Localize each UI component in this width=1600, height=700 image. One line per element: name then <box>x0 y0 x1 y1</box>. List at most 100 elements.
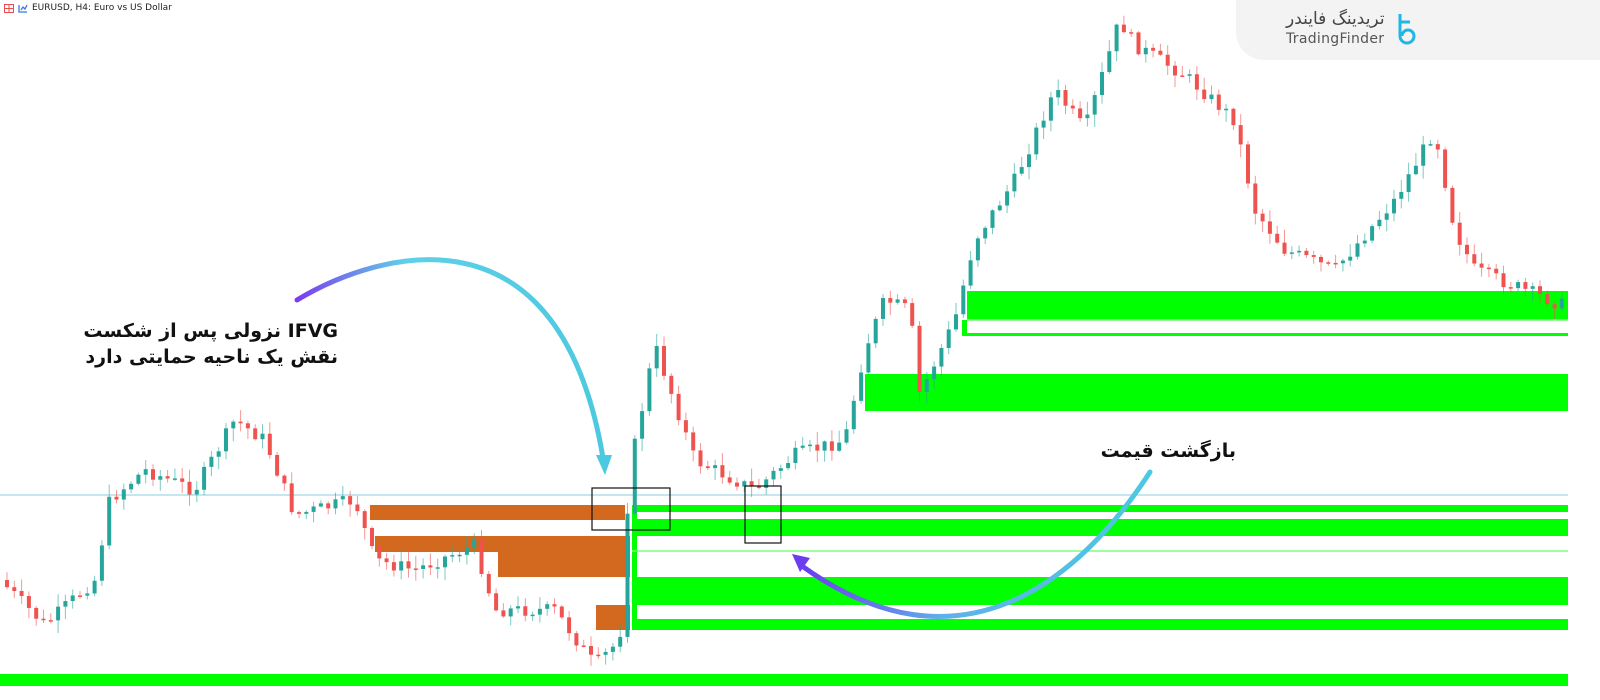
candle <box>1297 245 1302 257</box>
candle <box>917 321 922 403</box>
candle <box>705 460 710 471</box>
candle <box>859 364 864 404</box>
candle <box>114 490 119 504</box>
candle <box>881 293 885 326</box>
candle <box>968 251 973 289</box>
candle <box>1027 143 1031 180</box>
candle <box>1319 254 1323 272</box>
candle <box>1289 246 1294 260</box>
candle <box>56 594 61 633</box>
bearish-fvg-zone <box>498 552 630 577</box>
candle <box>713 459 718 481</box>
ifvg-support-zone <box>632 619 1568 630</box>
candle <box>494 588 499 612</box>
candle <box>990 209 995 235</box>
candle <box>1194 66 1199 100</box>
candle <box>1187 69 1192 83</box>
candle <box>1246 140 1250 189</box>
logo-mark-icon <box>1398 14 1416 45</box>
candle <box>742 479 747 492</box>
candle <box>961 279 966 318</box>
candle <box>180 468 185 494</box>
candle <box>406 549 411 578</box>
candle <box>1070 99 1075 114</box>
candle <box>1399 180 1404 209</box>
candle <box>815 432 820 463</box>
candle <box>194 481 199 503</box>
candle <box>421 558 426 579</box>
candle <box>238 410 243 432</box>
candle <box>1136 31 1141 56</box>
candle <box>537 597 542 623</box>
candle <box>1151 43 1156 58</box>
arrow-head-icon <box>792 554 810 572</box>
candle <box>1253 175 1258 225</box>
candle <box>1552 302 1557 320</box>
candle <box>41 609 46 623</box>
candle <box>129 481 134 494</box>
candle <box>275 451 280 478</box>
candle <box>1457 211 1462 256</box>
candle <box>1012 163 1017 198</box>
candle <box>209 451 214 477</box>
candle <box>121 483 126 510</box>
candle <box>311 501 316 523</box>
candle <box>1559 292 1564 311</box>
candle <box>618 624 623 653</box>
ifvg-annotation-line2: نقش یک ناحیه حمایتی دارد <box>85 346 338 368</box>
candle <box>720 453 725 484</box>
candle <box>1392 189 1396 222</box>
candle <box>1165 45 1170 76</box>
indicator-icon[interactable] <box>18 4 28 13</box>
candle <box>683 412 688 441</box>
candle <box>895 294 900 305</box>
candle <box>48 613 53 624</box>
candle <box>910 298 915 329</box>
bearish-fvg-zone <box>375 536 630 552</box>
candle <box>1107 40 1112 75</box>
candle <box>1224 104 1229 122</box>
candle <box>793 440 798 470</box>
candle <box>355 495 360 516</box>
candle <box>1041 111 1046 140</box>
candle <box>654 333 659 377</box>
candle <box>1275 225 1280 245</box>
candle <box>603 648 608 665</box>
candle <box>888 290 893 316</box>
candle <box>486 570 491 597</box>
candle <box>1377 210 1382 230</box>
candle <box>348 491 353 517</box>
candle <box>245 420 250 439</box>
candle <box>691 426 696 462</box>
candle <box>1413 153 1418 176</box>
candle <box>151 464 155 486</box>
candle <box>997 200 1002 212</box>
candle <box>1304 247 1309 258</box>
window-title: EURUSD, H4: Euro vs US Dollar <box>32 3 172 13</box>
candle <box>581 639 586 648</box>
candle <box>457 544 462 563</box>
candle <box>771 466 776 487</box>
chart-grid-icon[interactable] <box>4 3 14 13</box>
candle <box>26 591 31 619</box>
candle <box>187 469 192 506</box>
candle <box>749 468 754 498</box>
candle <box>1311 250 1316 264</box>
candle <box>1056 79 1061 106</box>
candle <box>1370 224 1375 244</box>
candle <box>399 549 404 580</box>
candle <box>1545 290 1550 307</box>
candle <box>63 594 68 620</box>
candle <box>92 575 97 597</box>
candle <box>231 419 236 442</box>
candle <box>610 642 615 661</box>
candle <box>516 596 520 614</box>
tradingfinder-logo: تریدینگ فایندر TradingFinder <box>1236 0 1600 60</box>
candle <box>253 424 258 441</box>
candle <box>975 236 980 267</box>
candle <box>464 535 469 565</box>
candle <box>1063 84 1068 115</box>
logo-name-en: TradingFinder <box>1286 31 1385 47</box>
bullish-fvg-zone <box>967 333 1568 336</box>
